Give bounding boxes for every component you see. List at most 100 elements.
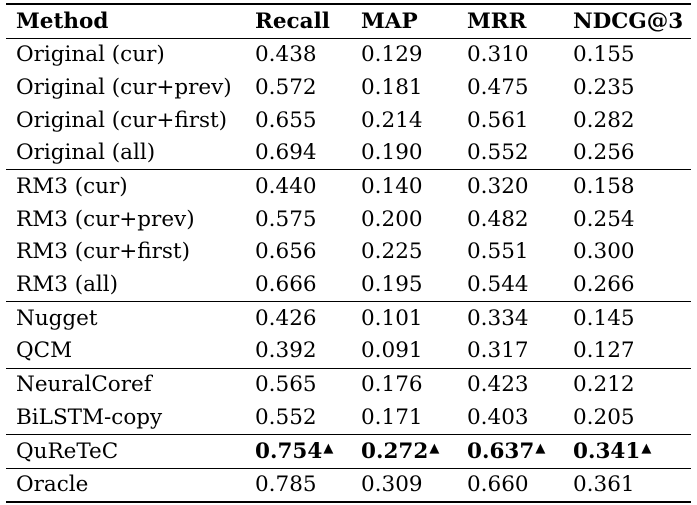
method-cell: Original (cur+prev) bbox=[16, 74, 232, 100]
method-cell: QCM bbox=[16, 338, 73, 364]
table-header-row: Method Recall MAP MRR NDCG@3 bbox=[6, 4, 691, 39]
ndcg-cell: 0.341▲ bbox=[563, 434, 691, 468]
ndcg-cell: 0.155 bbox=[573, 42, 635, 68]
cell-value: 0.637 bbox=[467, 438, 535, 464]
method-cell: RM3 (cur+first) bbox=[16, 239, 190, 265]
table-row: Original (cur+first) 0.655 0.214 0.561 0… bbox=[6, 104, 691, 137]
method-cell: BiLSTM-copy bbox=[16, 404, 163, 430]
map-cell: 0.101 bbox=[361, 305, 423, 331]
mrr-cell: 0.482 bbox=[467, 206, 529, 232]
mrr-cell: 0.561 bbox=[467, 107, 529, 133]
map-cell: 0.190 bbox=[361, 140, 423, 166]
method-cell: Original (cur+first) bbox=[16, 107, 228, 133]
recall-cell: 0.392 bbox=[255, 338, 317, 364]
mrr-cell: 0.320 bbox=[467, 174, 529, 200]
ndcg-cell: 0.300 bbox=[573, 239, 635, 265]
header-recall: Recall bbox=[255, 8, 330, 34]
cell-value: 0.272 bbox=[361, 438, 429, 464]
table-row: Original (cur+prev) 0.572 0.181 0.475 0.… bbox=[6, 71, 691, 104]
ndcg-cell: 0.235 bbox=[573, 74, 635, 100]
recall-cell: 0.438 bbox=[255, 42, 317, 68]
table-row-highlighted: QuReTeC 0.754▲ 0.272▲ 0.637▲ 0.341▲ bbox=[6, 434, 691, 468]
mrr-cell: 0.475 bbox=[467, 74, 529, 100]
header-method: Method bbox=[16, 8, 109, 34]
table-row: BiLSTM-copy 0.552 0.171 0.403 0.205 bbox=[6, 401, 691, 434]
mrr-cell: 0.552 bbox=[467, 140, 529, 166]
table-row: RM3 (cur+prev) 0.575 0.200 0.482 0.254 bbox=[6, 203, 691, 236]
method-cell: RM3 (cur+prev) bbox=[16, 206, 195, 232]
map-cell: 0.225 bbox=[361, 239, 423, 265]
ndcg-cell: 0.127 bbox=[573, 338, 635, 364]
table-row: Oracle 0.785 0.309 0.660 0.361 bbox=[6, 468, 691, 503]
header-ndcg: NDCG@3 bbox=[573, 8, 684, 34]
mrr-cell: 0.403 bbox=[467, 404, 529, 430]
header-mrr: MRR bbox=[467, 8, 527, 34]
significance-triangle-icon: ▲ bbox=[535, 440, 546, 456]
map-cell: 0.272▲ bbox=[351, 434, 457, 468]
recall-cell: 0.552 bbox=[255, 404, 317, 430]
table-row: QCM 0.392 0.091 0.317 0.127 bbox=[6, 335, 691, 368]
significance-triangle-icon: ▲ bbox=[641, 440, 652, 456]
recall-cell: 0.666 bbox=[255, 272, 317, 298]
ndcg-cell: 0.158 bbox=[573, 174, 635, 200]
method-cell: Original (cur) bbox=[16, 42, 165, 68]
table-row: RM3 (all) 0.666 0.195 0.544 0.266 bbox=[6, 269, 691, 302]
table-row: Original (all) 0.694 0.190 0.552 0.256 bbox=[6, 137, 691, 170]
mrr-cell: 0.423 bbox=[467, 372, 529, 398]
method-cell: Nugget bbox=[16, 305, 98, 331]
recall-cell: 0.655 bbox=[255, 107, 317, 133]
mrr-cell: 0.660 bbox=[467, 472, 529, 498]
recall-cell: 0.694 bbox=[255, 140, 317, 166]
map-cell: 0.171 bbox=[361, 404, 423, 430]
map-cell: 0.091 bbox=[361, 338, 423, 364]
recall-cell: 0.785 bbox=[255, 472, 317, 498]
recall-cell: 0.754▲ bbox=[245, 434, 351, 468]
map-cell: 0.176 bbox=[361, 372, 423, 398]
cell-value: 0.754 bbox=[255, 438, 323, 464]
ndcg-cell: 0.205 bbox=[573, 404, 635, 430]
table-row: RM3 (cur+first) 0.656 0.225 0.551 0.300 bbox=[6, 236, 691, 269]
map-cell: 0.195 bbox=[361, 272, 423, 298]
table-row: Nugget 0.426 0.101 0.334 0.145 bbox=[6, 301, 691, 335]
cell-value: 0.341 bbox=[573, 438, 641, 464]
map-cell: 0.140 bbox=[361, 174, 423, 200]
table-row: RM3 (cur) 0.440 0.140 0.320 0.158 bbox=[6, 169, 691, 203]
map-cell: 0.309 bbox=[361, 472, 423, 498]
ndcg-cell: 0.361 bbox=[573, 472, 635, 498]
table-row: NeuralCoref 0.565 0.176 0.423 0.212 bbox=[6, 368, 691, 401]
method-cell: Oracle bbox=[16, 472, 89, 498]
recall-cell: 0.656 bbox=[255, 239, 317, 265]
method-cell: RM3 (all) bbox=[16, 272, 119, 298]
mrr-cell: 0.317 bbox=[467, 338, 529, 364]
method-cell: RM3 (cur) bbox=[16, 174, 128, 200]
header-map: MAP bbox=[361, 8, 418, 34]
recall-cell: 0.440 bbox=[255, 174, 317, 200]
ndcg-cell: 0.254 bbox=[573, 206, 635, 232]
map-cell: 0.200 bbox=[361, 206, 423, 232]
ndcg-cell: 0.145 bbox=[573, 305, 635, 331]
results-table: Method Recall MAP MRR NDCG@3 Original (c… bbox=[6, 3, 691, 503]
ndcg-cell: 0.256 bbox=[573, 140, 635, 166]
mrr-cell: 0.310 bbox=[467, 42, 529, 68]
ndcg-cell: 0.266 bbox=[573, 272, 635, 298]
mrr-cell: 0.637▲ bbox=[457, 434, 563, 468]
method-cell: NeuralCoref bbox=[16, 372, 152, 398]
table-row: Original (cur) 0.438 0.129 0.310 0.155 bbox=[6, 38, 691, 71]
recall-cell: 0.565 bbox=[255, 372, 317, 398]
recall-cell: 0.426 bbox=[255, 305, 317, 331]
method-cell: Original (all) bbox=[16, 140, 156, 166]
recall-cell: 0.572 bbox=[255, 74, 317, 100]
significance-triangle-icon: ▲ bbox=[323, 440, 334, 456]
map-cell: 0.181 bbox=[361, 74, 423, 100]
map-cell: 0.129 bbox=[361, 42, 423, 68]
mrr-cell: 0.551 bbox=[467, 239, 529, 265]
significance-triangle-icon: ▲ bbox=[429, 440, 440, 456]
ndcg-cell: 0.282 bbox=[573, 107, 635, 133]
mrr-cell: 0.334 bbox=[467, 305, 529, 331]
map-cell: 0.214 bbox=[361, 107, 423, 133]
mrr-cell: 0.544 bbox=[467, 272, 529, 298]
method-cell: QuReTeC bbox=[16, 438, 119, 464]
recall-cell: 0.575 bbox=[255, 206, 317, 232]
ndcg-cell: 0.212 bbox=[573, 372, 635, 398]
